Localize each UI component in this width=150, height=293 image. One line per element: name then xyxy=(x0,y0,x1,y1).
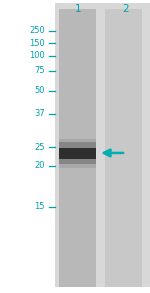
Text: 250: 250 xyxy=(29,26,45,35)
Text: 1: 1 xyxy=(75,4,81,14)
Text: 2: 2 xyxy=(123,4,129,14)
Text: 150: 150 xyxy=(29,39,45,47)
Text: 50: 50 xyxy=(34,86,45,95)
Text: 37: 37 xyxy=(34,109,45,118)
Bar xyxy=(105,9,142,287)
Text: 20: 20 xyxy=(34,161,45,170)
Bar xyxy=(59,139,96,148)
Text: 100: 100 xyxy=(29,51,45,60)
Bar xyxy=(59,148,96,159)
Bar xyxy=(59,142,96,148)
Bar xyxy=(59,159,96,164)
Bar xyxy=(55,3,150,287)
Text: 75: 75 xyxy=(34,67,45,75)
Bar xyxy=(59,159,96,168)
Bar xyxy=(59,9,96,287)
Text: 15: 15 xyxy=(34,202,45,211)
Text: 25: 25 xyxy=(34,143,45,152)
